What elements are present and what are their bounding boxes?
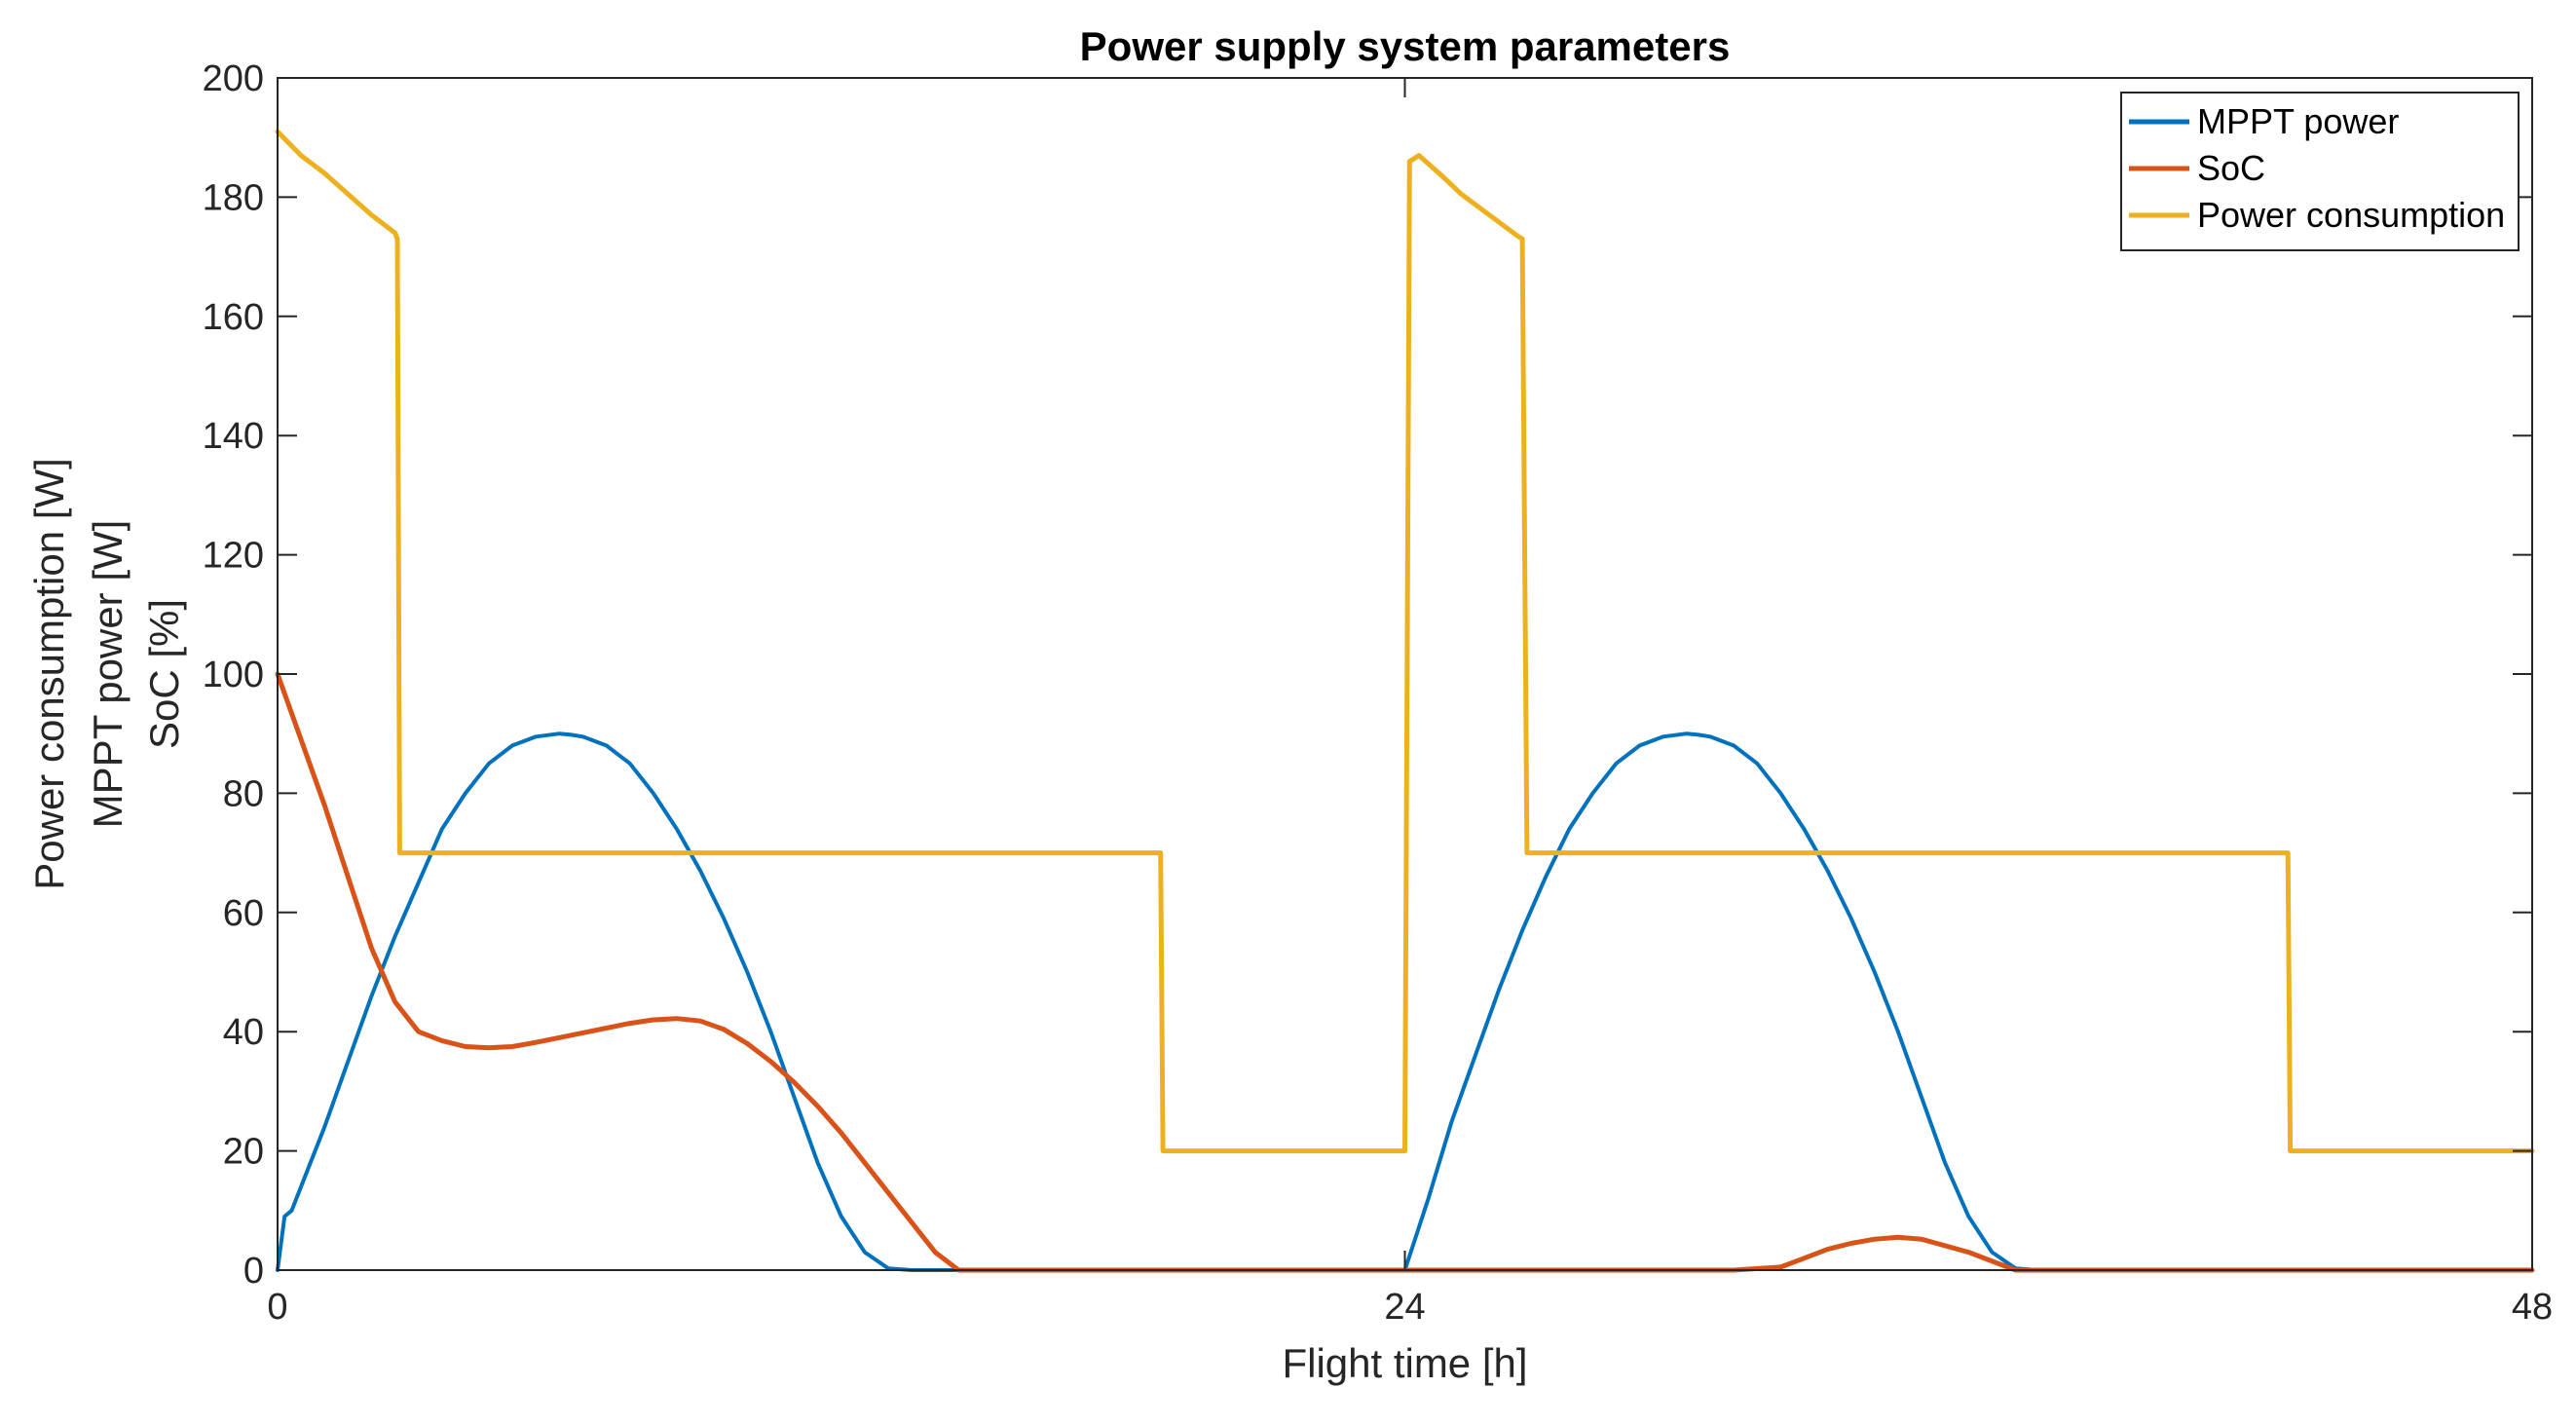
- y-tick-label: 20: [223, 1132, 264, 1173]
- legend-label: SoC: [2197, 148, 2265, 188]
- y-tick-label: 60: [223, 893, 264, 934]
- legend-label: Power consumption: [2197, 195, 2505, 235]
- series-line-power-consumption: [275, 129, 2535, 1154]
- x-axis-title: Flight time [h]: [1282, 1340, 1527, 1386]
- chart-title: Power supply system parameters: [1080, 23, 1731, 69]
- y-tick-label: 140: [203, 416, 264, 457]
- y-tick-label: 160: [203, 297, 264, 338]
- y-tick-label: 100: [203, 655, 264, 695]
- legend-box: [2120, 92, 2520, 251]
- y-tick-label: 180: [203, 177, 264, 218]
- y-axis-title-line: MPPT power [W]: [85, 520, 131, 829]
- y-axis-title-line: SoC [%]: [141, 599, 187, 749]
- y-axis-title: Power consumption [W] MPPT power [W] SoC […: [26, 458, 187, 890]
- y-tick-label: 200: [203, 58, 264, 99]
- y-tick-label: 80: [223, 773, 264, 814]
- x-tick-label: 48: [2512, 1287, 2553, 1328]
- y-tick-label: 0: [243, 1251, 264, 1292]
- legend-label: MPPT power: [2197, 101, 2399, 141]
- x-tick-label: 0: [267, 1287, 287, 1328]
- y-tick-label: 120: [203, 536, 264, 577]
- y-axis-title-line: Power consumption [W]: [26, 458, 72, 890]
- legend: MPPT power SoC Power consumption: [2120, 92, 2520, 251]
- plot-area: 0 20 40 60 80 100 120 140 160 180 200 0 24 48: [203, 58, 2554, 1328]
- x-tick-label: 24: [1384, 1287, 1425, 1328]
- y-tick-label: 40: [223, 1012, 264, 1053]
